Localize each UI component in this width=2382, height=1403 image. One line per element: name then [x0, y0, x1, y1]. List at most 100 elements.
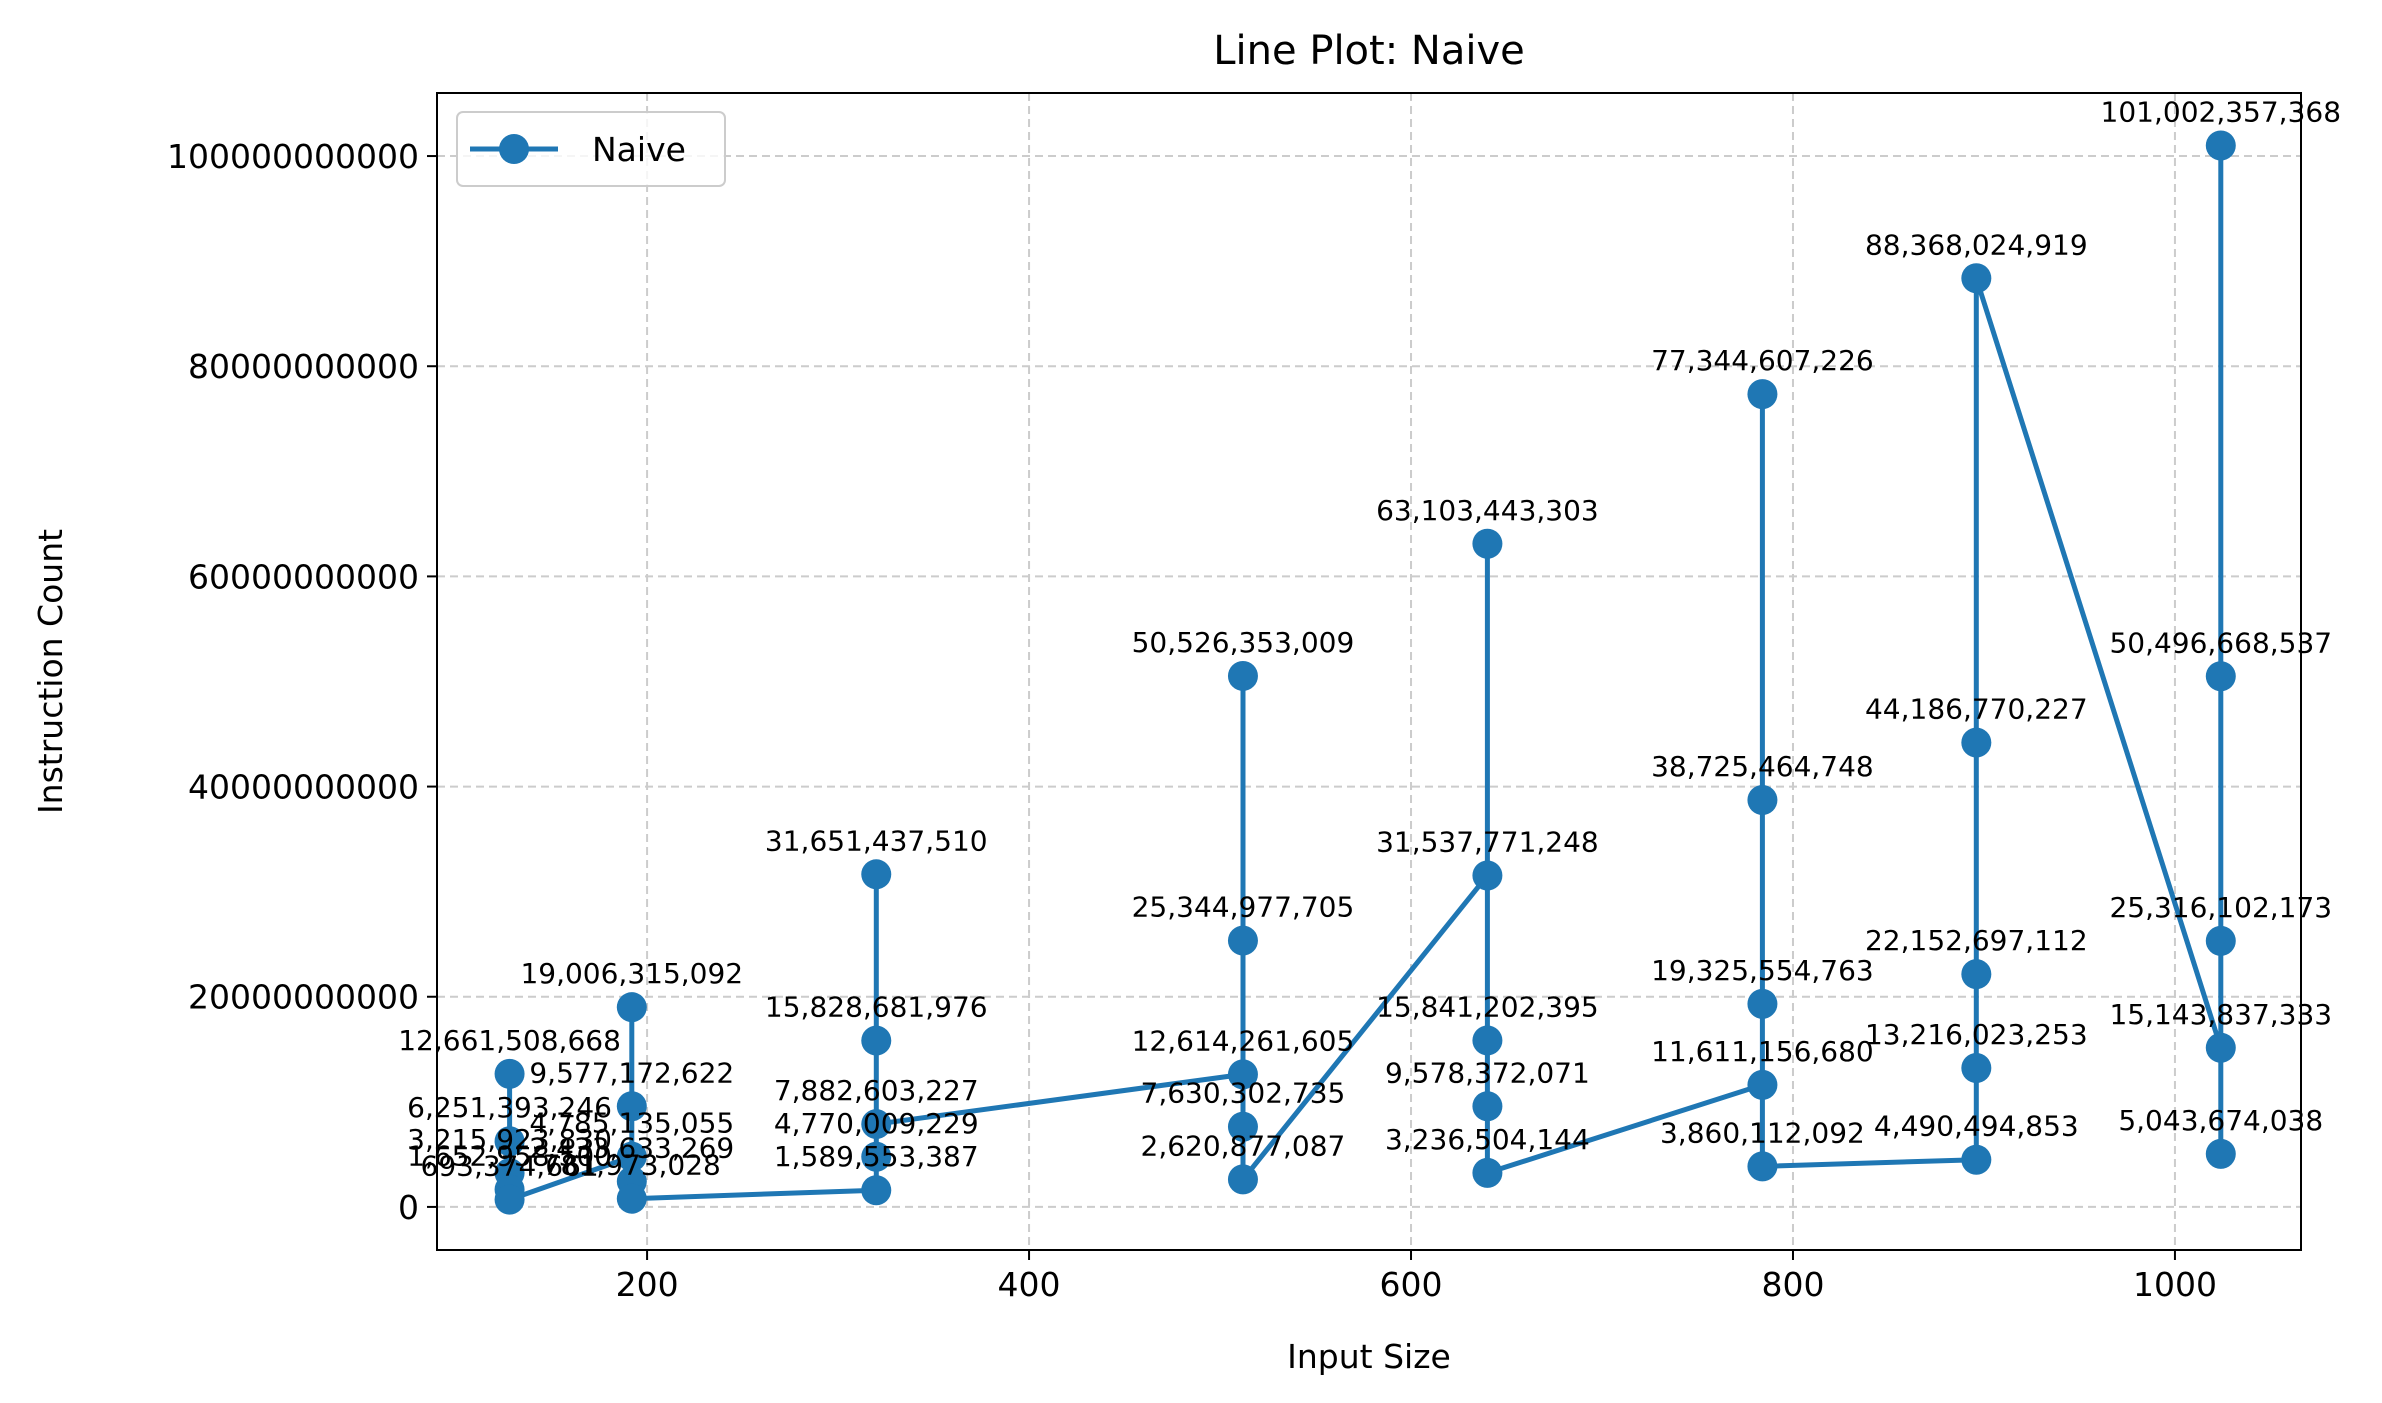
x-tick-label: 600	[1380, 1265, 1443, 1304]
series-marker-layer	[494, 130, 2236, 1215]
data-point-label: 15,828,681,976	[765, 991, 988, 1024]
x-axis-label: Input Size	[1287, 1337, 1451, 1376]
y-tick-label: 80000000000	[188, 347, 419, 386]
data-point-label: 9,577,172,622	[529, 1056, 734, 1089]
data-point-label: 63,103,443,303	[1376, 494, 1599, 527]
data-point-marker	[2205, 661, 2236, 692]
chart-title: Line Plot: Naive	[1213, 28, 1524, 74]
data-point-label: 77,344,607,226	[1651, 344, 1874, 377]
data-point-label: 6,251,393,246	[407, 1091, 612, 1124]
data-point-marker	[494, 1058, 525, 1089]
data-point-label: 12,614,261,605	[1132, 1024, 1355, 1057]
data-point-marker	[494, 1126, 525, 1157]
data-point-label: 4,770,009,229	[774, 1107, 979, 1140]
data-point-label: 12,661,508,668	[398, 1024, 621, 1057]
data-point-marker	[2205, 1138, 2236, 1169]
y-tick-label: 0	[398, 1188, 419, 1227]
data-point-label: 2,620,877,087	[1141, 1129, 1346, 1162]
data-point-marker	[1747, 784, 1778, 815]
data-point-marker	[1747, 1151, 1778, 1182]
data-point-label: 9,578,372,071	[1385, 1056, 1590, 1089]
data-point-label: 11,611,156,680	[1651, 1035, 1874, 1068]
data-point-label: 13,216,023,253	[1865, 1018, 2088, 1051]
data-point-label: 3,215,923,830	[407, 1123, 612, 1156]
data-point-label: 50,496,668,537	[2109, 626, 2332, 659]
data-point-marker	[616, 1183, 647, 1214]
y-tick-label: 100000000000	[167, 137, 419, 176]
data-point-label: 101,002,357,368	[2101, 96, 2341, 129]
data-point-label: 4,785,135,055	[529, 1107, 734, 1140]
data-point-marker	[1472, 1025, 1503, 1056]
data-point-marker	[1227, 1059, 1258, 1090]
data-point-label: 2,433,633,269	[529, 1131, 734, 1164]
data-point-label: 31,651,437,510	[765, 824, 988, 857]
legend-marker-swatch	[499, 134, 529, 164]
data-point-label: 25,344,977,705	[1132, 891, 1355, 924]
data-point-label: 4,490,494,853	[1874, 1110, 2079, 1143]
data-point-marker	[1961, 263, 1992, 294]
data-point-label: 22,152,697,112	[1865, 924, 2088, 957]
data-point-label: 25,316,102,173	[2109, 891, 2332, 924]
grid-lines	[437, 93, 2301, 1250]
data-point-marker	[1961, 727, 1992, 758]
data-point-marker	[1227, 1164, 1258, 1195]
data-point-label: 50,526,353,009	[1132, 626, 1355, 659]
data-point-label: 7,882,603,227	[774, 1074, 979, 1107]
data-point-marker	[616, 992, 647, 1023]
legend-box	[456, 111, 726, 187]
data-point-label: 38,725,464,748	[1651, 750, 1874, 783]
series-line-layer	[507, 143, 2224, 1203]
x-tick-label: 200	[616, 1265, 679, 1304]
data-point-label: 781,973,028	[543, 1149, 721, 1182]
data-point-marker	[616, 1141, 647, 1172]
x-tick-label: 1000	[2133, 1265, 2217, 1304]
data-point-label: 7,630,302,735	[1141, 1077, 1346, 1110]
data-point-marker	[1472, 1091, 1503, 1122]
data-point-marker	[861, 1141, 892, 1172]
y-tick-label: 60000000000	[188, 557, 419, 596]
data-point-label: 693,374,661	[421, 1150, 599, 1183]
legend: Naive	[456, 111, 726, 187]
data-point-label: 5,043,674,038	[2118, 1104, 2323, 1137]
plot-frame	[436, 92, 2302, 1251]
data-point-label: 1,589,553,387	[774, 1140, 979, 1173]
data-point-label: 15,841,202,395	[1376, 990, 1599, 1023]
data-point-marker	[616, 1091, 647, 1122]
data-point-marker	[1472, 528, 1503, 559]
data-point-marker	[1961, 1144, 1992, 1175]
data-point-marker	[1747, 1069, 1778, 1100]
y-tick-label: 20000000000	[188, 978, 419, 1017]
data-point-label: 1,652,958,500	[407, 1140, 612, 1173]
data-point-marker	[861, 859, 892, 890]
data-point-label: 19,006,315,092	[520, 957, 743, 990]
x-tick-label: 800	[1761, 1265, 1824, 1304]
data-point-label: 88,368,024,919	[1865, 228, 2088, 261]
series-line-naive	[507, 143, 2224, 1203]
data-point-marker	[861, 1025, 892, 1056]
legend-label: Naive	[592, 130, 686, 169]
data-point-marker	[1961, 959, 1992, 990]
data-point-marker	[1227, 660, 1258, 691]
data-point-marker	[2205, 925, 2236, 956]
data-point-marker	[1472, 1157, 1503, 1188]
data-point-marker	[1227, 1111, 1258, 1142]
y-tick-label: 40000000000	[188, 768, 419, 807]
data-point-marker	[1747, 379, 1778, 410]
axis-ticks: 200 400 600 800 1000 0 20000000000 40000000000 6…	[167, 137, 2217, 1304]
data-point-marker	[861, 1175, 892, 1206]
data-point-marker	[2205, 130, 2236, 161]
data-point-marker	[494, 1184, 525, 1215]
data-point-label: 19,325,554,763	[1651, 954, 1874, 987]
data-point-marker	[1472, 860, 1503, 891]
data-point-marker	[1961, 1053, 1992, 1084]
data-point-label: 3,860,112,092	[1660, 1116, 1865, 1149]
x-tick-label: 400	[998, 1265, 1061, 1304]
data-point-marker	[1227, 925, 1258, 956]
data-point-label: 15,143,837,333	[2109, 998, 2332, 1031]
data-point-label: 44,186,770,227	[1865, 693, 2088, 726]
data-point-marker	[861, 1109, 892, 1140]
data-point-label: 31,537,771,248	[1376, 825, 1599, 858]
data-label-layer: 12,661,508,668 6,251,393,2463,215,923,830…	[398, 96, 2341, 1183]
data-point-marker	[1747, 988, 1778, 1019]
